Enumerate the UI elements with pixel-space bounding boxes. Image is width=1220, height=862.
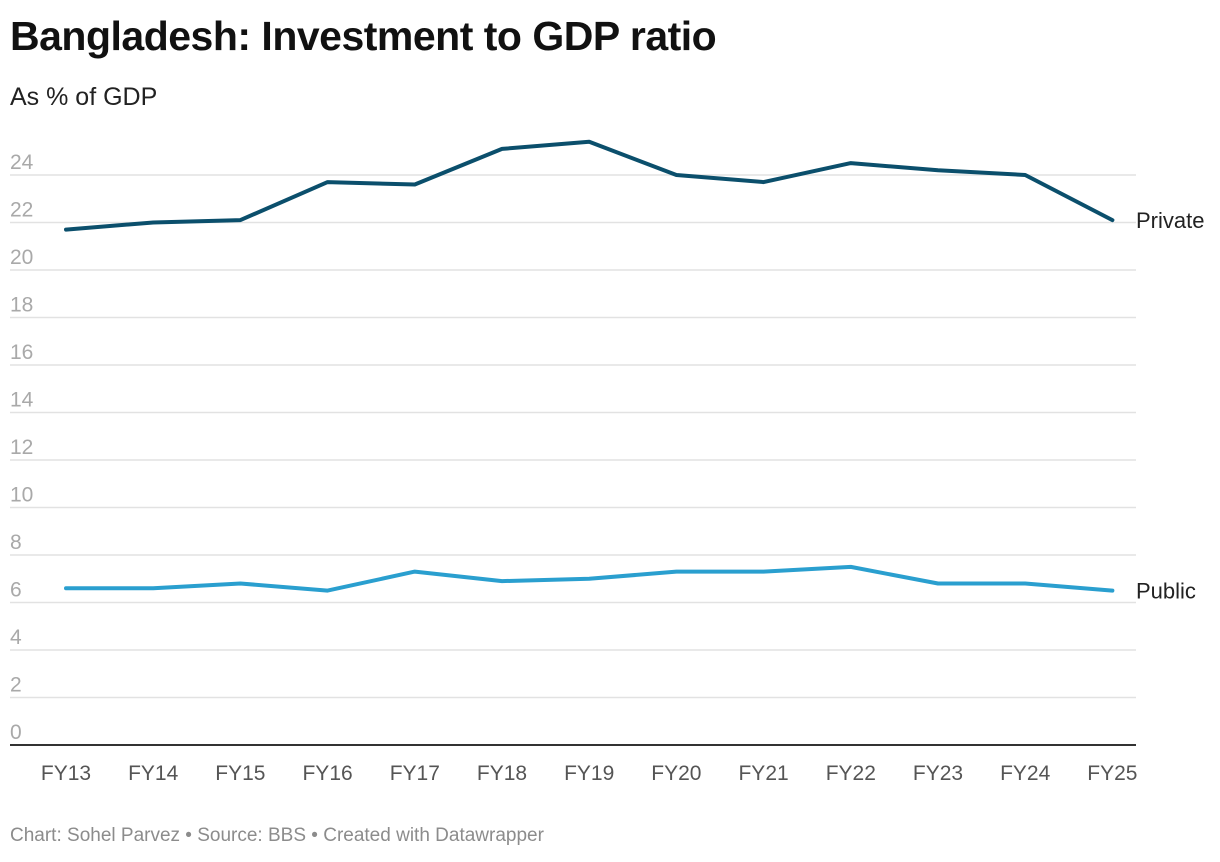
- series-labels: Private Public: [1136, 208, 1204, 604]
- x-tick-label: FY24: [1000, 762, 1051, 785]
- series-lines: [64, 139, 1115, 593]
- series-line-private: [64, 139, 1115, 232]
- x-tick-label: FY17: [390, 762, 440, 785]
- y-tick-label: 16: [10, 341, 33, 364]
- y-tick-label: 14: [10, 389, 34, 412]
- x-tick-label: FY13: [41, 762, 91, 785]
- gridlines: [10, 174, 1136, 699]
- x-tick-label: FY25: [1087, 762, 1137, 785]
- y-tick-label: 24: [10, 151, 34, 174]
- chart-title: Bangladesh: Investment to GDP ratio: [10, 13, 717, 59]
- y-tick-label: 8: [10, 531, 22, 554]
- x-tick-label: FY16: [302, 762, 352, 785]
- y-tick-label: 12: [10, 436, 33, 459]
- y-tick-label: 22: [10, 199, 33, 222]
- y-tick-label: 20: [10, 246, 33, 269]
- x-axis-ticks: FY13 FY14 FY15 FY16 FY17 FY18 FY19 FY20 FY21 FY22…: [41, 762, 1138, 785]
- x-tick-label: FY20: [651, 762, 701, 785]
- series-label-private: Private: [1136, 208, 1204, 233]
- y-tick-label: 6: [10, 579, 22, 602]
- y-tick-label: 10: [10, 484, 33, 507]
- y-tick-label: 2: [10, 674, 22, 697]
- chart-footer: Chart: Sohel Parvez • Source: BBS • Crea…: [10, 825, 544, 846]
- x-tick-label: FY22: [826, 762, 876, 785]
- y-tick-label: 0: [10, 721, 22, 744]
- x-tick-label: FY14: [128, 762, 179, 785]
- chart-subtitle: As % of GDP: [10, 83, 158, 111]
- y-tick-label: 18: [10, 294, 33, 317]
- x-tick-label: FY21: [738, 762, 788, 785]
- series-line-public: [64, 564, 1115, 593]
- x-tick-label: FY19: [564, 762, 614, 785]
- x-tick-label: FY15: [215, 762, 265, 785]
- y-tick-label: 4: [10, 626, 22, 649]
- x-tick-label: FY18: [477, 762, 527, 785]
- series-label-public: Public: [1136, 579, 1196, 604]
- x-tick-label: FY23: [913, 762, 963, 785]
